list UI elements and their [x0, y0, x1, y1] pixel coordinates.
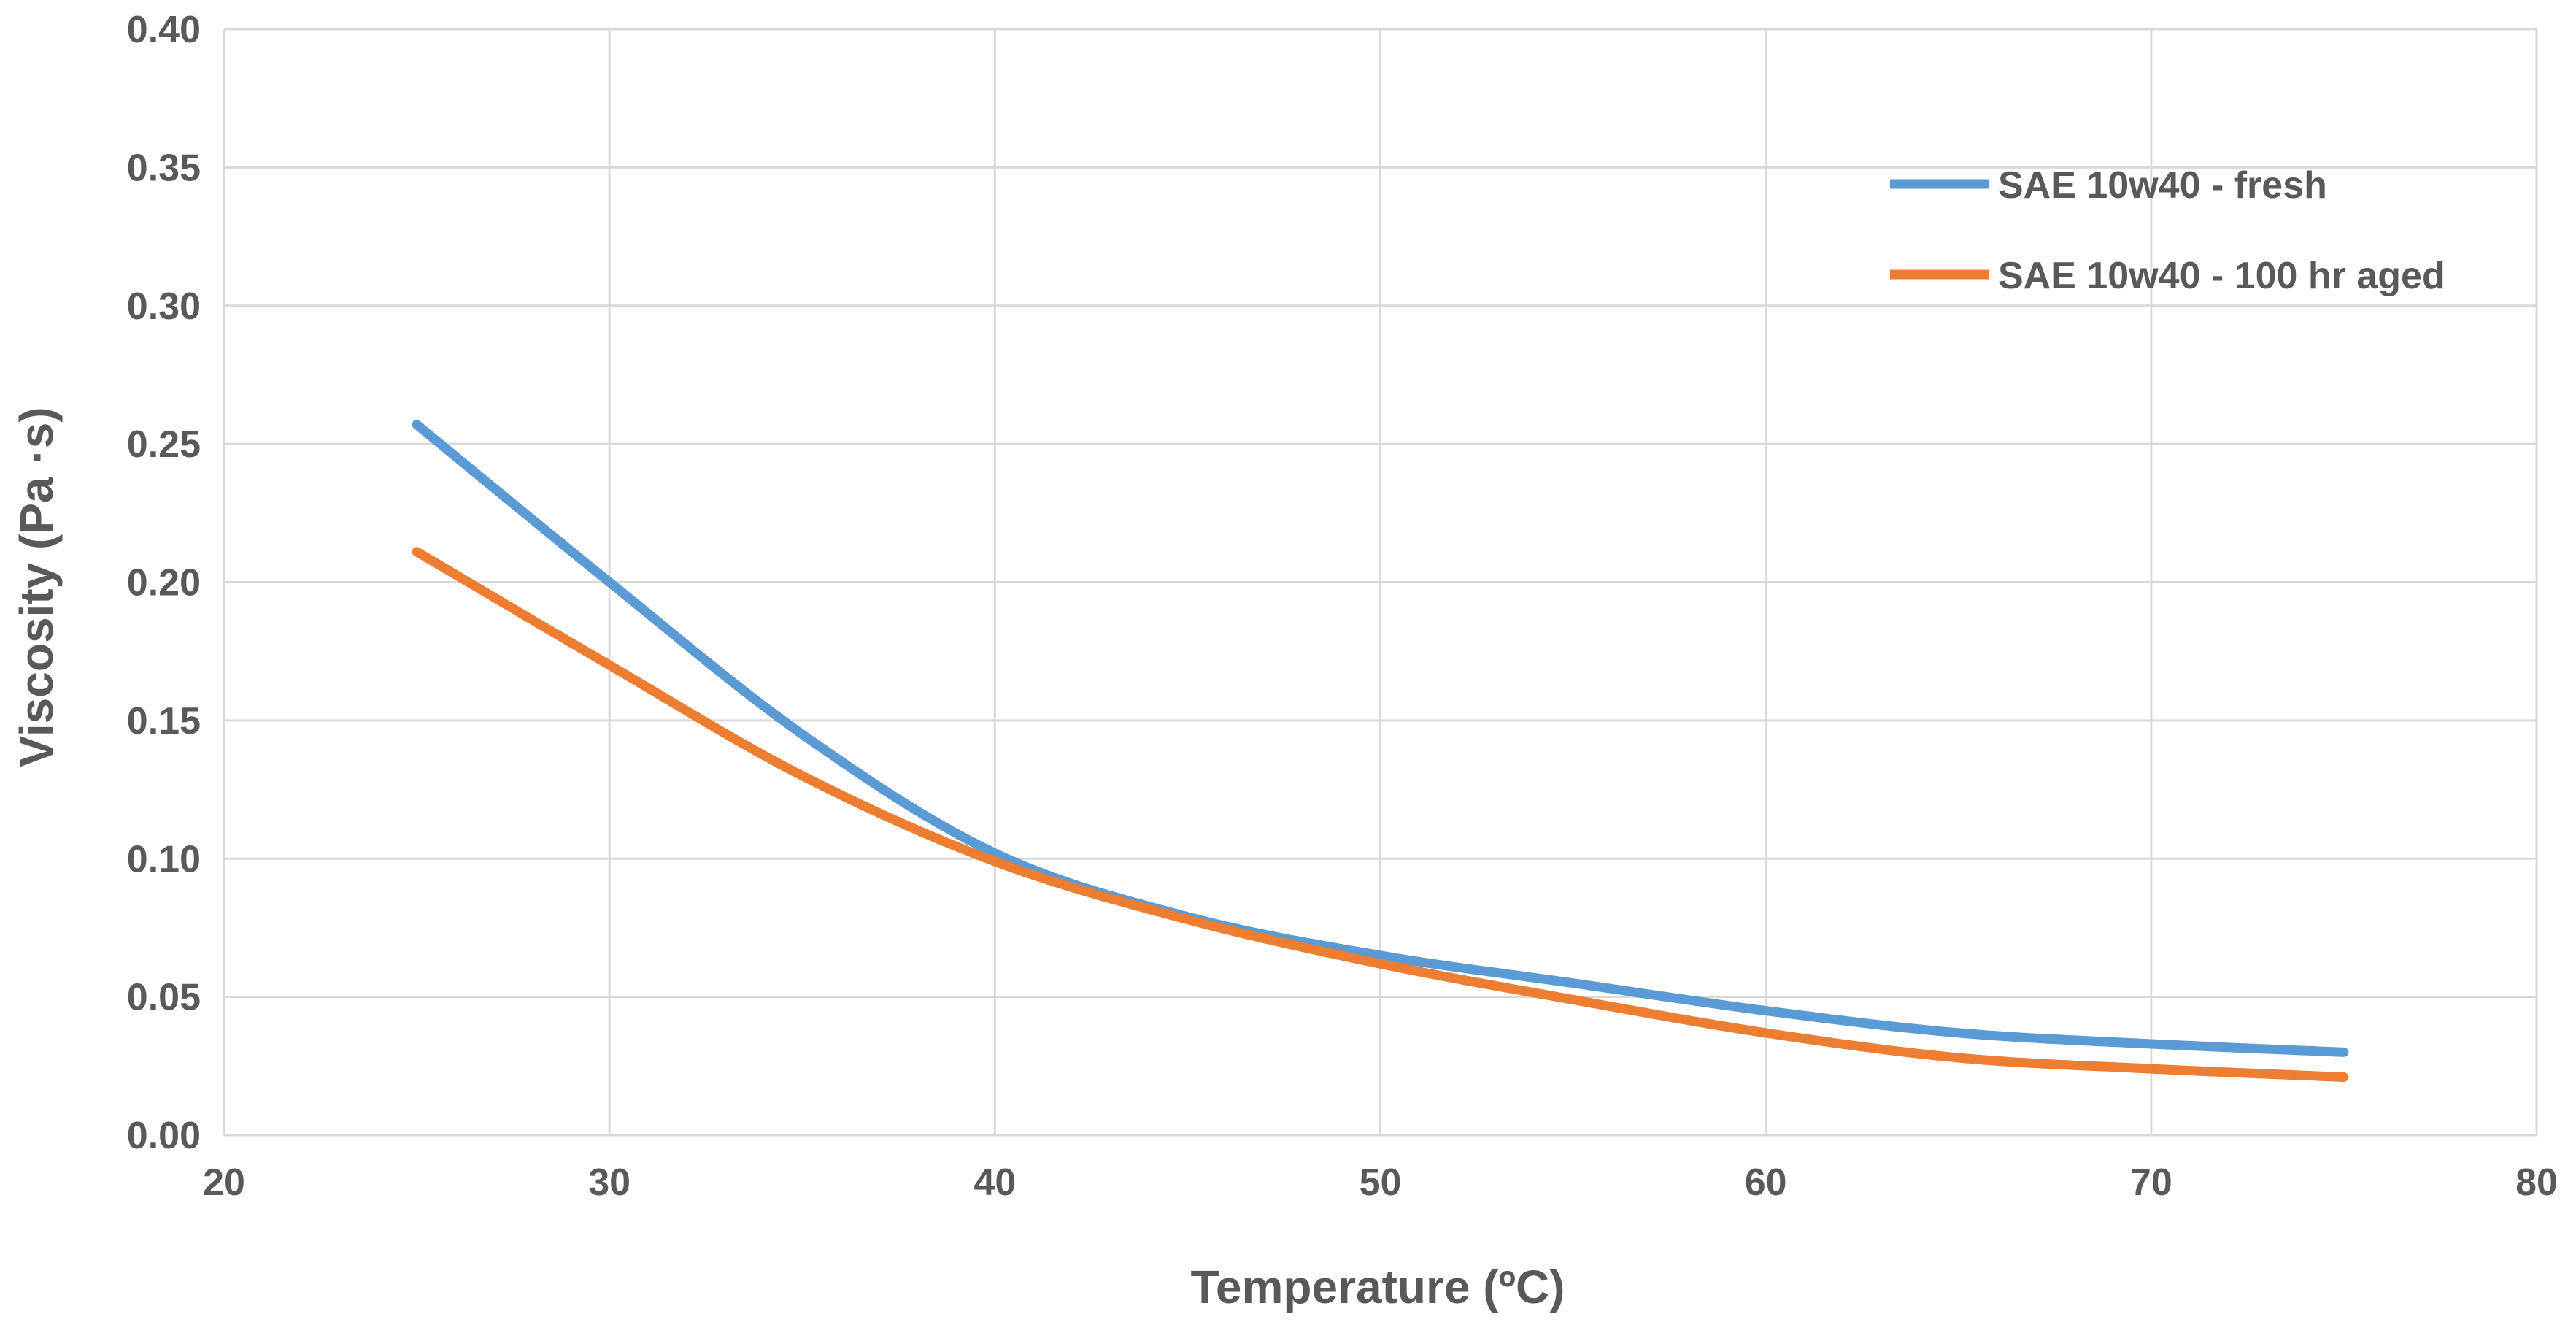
x-tick-label: 80: [2515, 1161, 2558, 1204]
x-tick-label: 70: [2130, 1161, 2172, 1204]
axis-layer: 20 30 40 50 60 70 80 0.00 0.05 0.10 0.15 0.20 0.25 0.…: [127, 9, 2558, 1204]
x-tick-label: 30: [588, 1161, 630, 1204]
y-tick-label: 0.15: [127, 700, 201, 742]
x-tick-label: 60: [1745, 1161, 1787, 1204]
y-tick-label: 0.20: [127, 562, 201, 604]
y-tick-label: 0.10: [127, 838, 201, 880]
y-tick-label: 0.30: [127, 285, 201, 328]
y-tick-label: 0.35: [127, 147, 201, 189]
legend-label-fresh: SAE 10w40 - fresh: [1998, 164, 2327, 207]
x-tick-label: 50: [1360, 1161, 1402, 1204]
legend-label-aged: SAE 10w40 - 100 hr aged: [1998, 255, 2445, 297]
y-axis-title: Viscosity (Pa ·s): [10, 407, 63, 767]
series-layer: [412, 420, 2349, 1082]
y-tick-label: 0.00: [127, 1115, 201, 1157]
series-line-aged: [412, 547, 2349, 1082]
legend: SAE 10w40 - fresh SAE 10w40 - 100 hr aged: [1890, 164, 2445, 297]
x-tick-label: 20: [203, 1161, 245, 1204]
x-tick-label: 40: [973, 1161, 1016, 1204]
y-tick-label: 0.40: [127, 9, 201, 51]
series-line-fresh: [412, 420, 2349, 1057]
y-tick-label: 0.25: [127, 423, 201, 466]
y-tick-label: 0.05: [127, 977, 201, 1019]
x-axis-title: Temperature (ºC): [1191, 1261, 1565, 1313]
